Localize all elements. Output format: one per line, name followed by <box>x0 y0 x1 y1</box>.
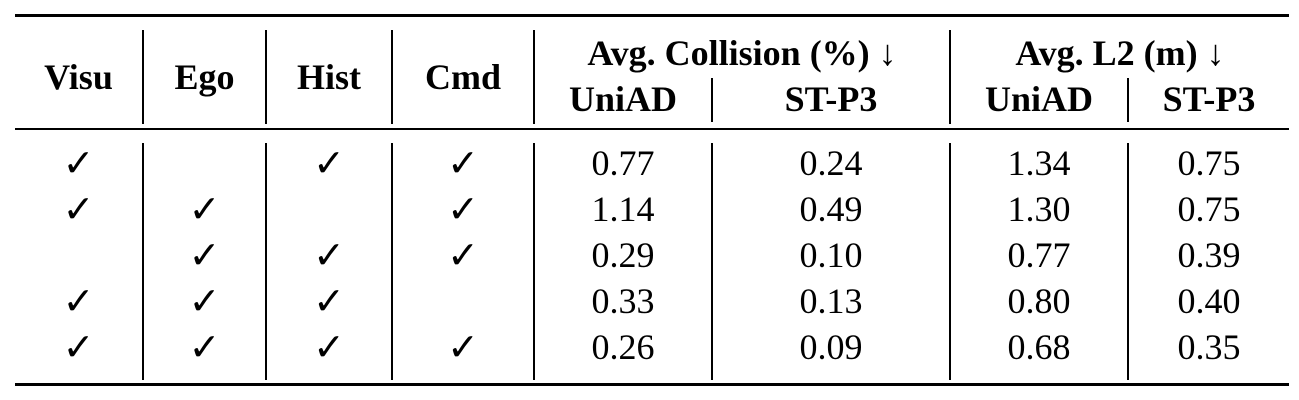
body-divider <box>949 143 951 380</box>
cell-l2-uniad: 1.30 <box>1007 189 1071 229</box>
cell-collision-stp3: 0.13 <box>799 281 863 321</box>
cell-collision-uniad: 0.29 <box>591 235 655 275</box>
header-hist: Hist <box>296 57 361 97</box>
header-avg-collision: Avg. Collision (%) ↓ <box>587 33 897 73</box>
cell-l2-stp3: 0.39 <box>1177 235 1241 275</box>
cell-l2-stp3: 0.40 <box>1177 281 1241 321</box>
cell-l2-uniad: 0.77 <box>1007 235 1071 275</box>
cell-l2-uniad: 1.34 <box>1007 143 1071 183</box>
body-divider <box>711 143 713 380</box>
cell-collision-stp3: 0.24 <box>799 143 863 183</box>
body-divider <box>142 143 144 380</box>
subheader-divider <box>711 78 713 122</box>
cell-l2-stp3: 0.35 <box>1177 327 1241 367</box>
cell-collision-uniad: 0.77 <box>591 143 655 183</box>
cell-collision-stp3: 0.10 <box>799 235 863 275</box>
cell-collision-stp3: 0.49 <box>799 189 863 229</box>
cell-collision-uniad: 1.14 <box>591 189 655 229</box>
header-divider <box>533 30 535 124</box>
body-divider <box>391 143 393 380</box>
body-divider <box>265 143 267 380</box>
body-divider <box>1127 143 1129 380</box>
cell-hist <box>267 186 391 232</box>
header-l2-stp3: ST-P3 <box>1162 79 1256 119</box>
cell-cmd: ✓ <box>447 187 479 231</box>
cell-hist: ✓ <box>313 141 345 185</box>
cell-ego: ✓ <box>188 233 221 277</box>
cell-hist: ✓ <box>313 325 345 369</box>
cell-cmd <box>393 278 533 324</box>
cell-cmd: ✓ <box>447 233 479 277</box>
cell-ego: ✓ <box>188 187 221 231</box>
cell-l2-stp3: 0.75 <box>1177 143 1241 183</box>
cell-visu: ✓ <box>62 141 95 185</box>
header-rule <box>15 128 1289 130</box>
ablation-table: Visu Ego Hist Cmd Avg. Collision (%) ↓ A… <box>15 14 1289 386</box>
header-divider <box>142 30 144 124</box>
header-avg-l2: Avg. L2 (m) ↓ <box>1015 33 1225 73</box>
cell-visu: ✓ <box>62 325 95 369</box>
cell-l2-uniad: 0.80 <box>1007 281 1071 321</box>
cell-collision-stp3: 0.09 <box>799 327 863 367</box>
cell-cmd: ✓ <box>447 141 479 185</box>
cell-cmd: ✓ <box>447 325 479 369</box>
subheader-divider <box>1127 78 1129 122</box>
header-divider <box>949 30 951 124</box>
cell-ego <box>144 140 265 186</box>
cell-ego: ✓ <box>188 325 221 369</box>
cell-collision-uniad: 0.33 <box>591 281 655 321</box>
header-divider <box>265 30 267 124</box>
header-l2-uniad: UniAD <box>984 79 1094 119</box>
cell-hist: ✓ <box>313 233 345 277</box>
header-cmd: Cmd <box>424 57 501 97</box>
header-collision-uniad: UniAD <box>568 79 678 119</box>
bottom-rule <box>15 383 1289 386</box>
cell-visu: ✓ <box>62 279 95 323</box>
top-rule <box>15 14 1289 17</box>
cell-collision-uniad: 0.26 <box>591 327 655 367</box>
cell-visu <box>15 232 142 278</box>
cell-l2-uniad: 0.68 <box>1007 327 1071 367</box>
body-divider <box>533 143 535 380</box>
cell-ego: ✓ <box>188 279 221 323</box>
header-ego: Ego <box>174 57 235 97</box>
cell-l2-stp3: 0.75 <box>1177 189 1241 229</box>
cell-hist: ✓ <box>313 279 345 323</box>
header-visu: Visu <box>44 57 113 97</box>
header-collision-stp3: ST-P3 <box>784 79 878 119</box>
header-divider <box>391 30 393 124</box>
cell-visu: ✓ <box>62 187 95 231</box>
